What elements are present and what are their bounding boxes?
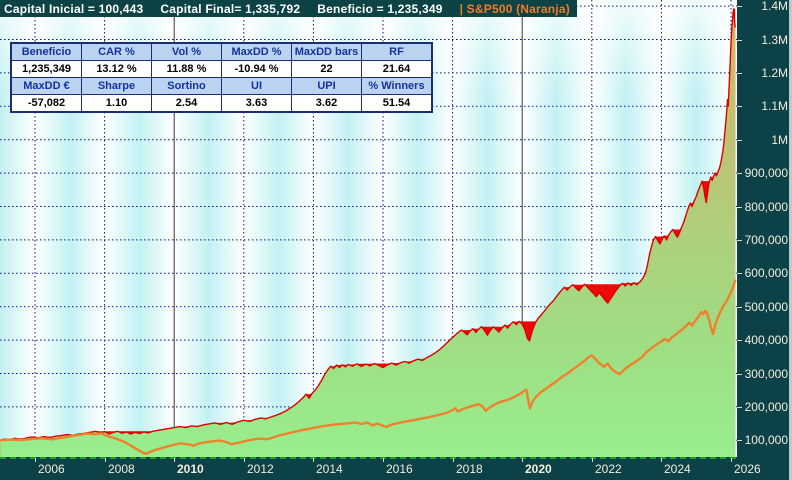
window-edge-strip — [789, 0, 792, 480]
x-axis-label: 2022 — [595, 462, 622, 476]
y-axis-label: 200,000 — [744, 400, 788, 414]
y-axis-label: 1M — [771, 133, 788, 147]
x-axis-label: 2024 — [664, 462, 691, 476]
x-axis-label: 2016 — [386, 462, 413, 476]
stats-table: Beneficio CAR % Vol % MaxDD % MaxDD bars RF 1,… — [10, 42, 433, 113]
x-axis-tick — [383, 458, 384, 462]
y-axis-tick — [737, 374, 742, 375]
equity-area — [0, 8, 736, 457]
x-axis-tick — [661, 458, 662, 462]
y-axis-label: 1.3M — [761, 33, 788, 47]
stat-value-cell: 3.63 — [221, 94, 292, 113]
y-axis-tick — [737, 173, 742, 174]
y-axis-label: 1.1M — [761, 99, 788, 113]
x-axis-label: 2010 — [177, 462, 204, 476]
y-axis-tick — [737, 207, 742, 208]
stat-value-cell: 11.88 % — [151, 60, 222, 78]
y-axis-label: 300,000 — [744, 367, 788, 381]
y-axis-tick — [737, 440, 742, 441]
y-axis-tick — [737, 273, 742, 274]
x-axis-tick — [731, 458, 732, 462]
stat-header-cell: Beneficio — [10, 42, 82, 61]
stat-header-cell: Sortino — [151, 77, 222, 95]
equity-chart — [0, 0, 737, 457]
x-axis-tick — [105, 458, 106, 462]
stat-header-cell: MaxDD bars — [291, 42, 362, 61]
plot-baseline — [0, 457, 736, 459]
y-axis-tick — [737, 240, 742, 241]
x-axis-tick — [244, 458, 245, 462]
y-axis-tick — [737, 106, 742, 107]
stat-header-cell: RF — [361, 42, 433, 61]
y-axis-tick — [737, 6, 742, 7]
y-axis-label: 700,000 — [744, 233, 788, 247]
x-axis-label: 2006 — [38, 462, 65, 476]
x-axis-tick — [174, 458, 175, 462]
x-axis-label: 2014 — [316, 462, 343, 476]
x-axis: 2006 2008 2010 2012 2014 2016 2018 2020 2022 2024… — [0, 457, 792, 480]
stat-header-cell: MaxDD € — [10, 77, 82, 95]
stat-header-cell: UI — [221, 77, 292, 95]
stats-header-row: Beneficio CAR % Vol % MaxDD % MaxDD bars RF — [10, 42, 433, 61]
x-axis-label: 2020 — [525, 462, 552, 476]
y-axis-label: 600,000 — [744, 266, 788, 280]
x-axis-label: 2026 — [734, 462, 761, 476]
x-axis-label: 2008 — [108, 462, 135, 476]
stat-header-cell: MaxDD % — [221, 42, 292, 61]
x-axis-tick — [313, 458, 314, 462]
stat-value-cell: 21.64 — [361, 60, 433, 78]
stat-value-cell: 3.62 — [291, 94, 362, 113]
capital-inicial-text: Capital Inicial = 100,443 — [4, 1, 144, 16]
stat-value-cell: 1.10 — [81, 94, 152, 113]
y-axis-tick — [737, 73, 742, 74]
stat-header-cell: Sharpe — [81, 77, 152, 95]
y-axis-tick — [737, 407, 742, 408]
stat-header-cell: CAR % — [81, 42, 152, 61]
x-axis-label: 2012 — [247, 462, 274, 476]
stats-header-row: MaxDD € Sharpe Sortino UI UPI% Winners — [10, 77, 433, 95]
x-axis-tick — [522, 458, 523, 462]
y-axis-tick — [737, 340, 742, 341]
y-axis-tick — [737, 40, 742, 41]
stat-header-cell: % Winners — [361, 77, 433, 95]
capital-final-text: Capital Final= 1,335,792 — [160, 1, 301, 16]
stat-value-cell: 22 — [291, 60, 362, 78]
y-axis-tick — [737, 140, 742, 141]
x-axis-tick — [453, 458, 454, 462]
stat-value-cell: 13.12 % — [81, 60, 152, 78]
y-axis-label: 100,000 — [744, 433, 788, 447]
stats-value-row: 1,235,349 13.12 % 11.88 % -10.94 % 22 21.64 — [10, 60, 433, 78]
y-axis-label: 1.2M — [761, 66, 788, 80]
y-axis-label: 800,000 — [744, 200, 788, 214]
stat-value-cell: 51.54 — [361, 94, 433, 113]
beneficio-text: Beneficio = 1,235,349 — [317, 1, 443, 16]
y-axis-label: 1.4M — [761, 0, 788, 13]
stats-value-row: -57,082 1.10 2.54 3.63 3.62 51.54 — [10, 94, 433, 113]
y-axis-label: 400,000 — [744, 333, 788, 347]
y-axis-tick — [737, 307, 742, 308]
stat-value-cell: -57,082 — [10, 94, 82, 113]
equity-line — [0, 8, 736, 441]
x-axis-tick — [35, 458, 36, 462]
stat-header-cell: Vol % — [151, 42, 222, 61]
x-axis-label: 2018 — [456, 462, 483, 476]
x-axis-tick — [592, 458, 593, 462]
sp500-line — [0, 279, 737, 455]
stat-value-cell: 2.54 — [151, 94, 222, 113]
stat-header-cell: UPI — [291, 77, 362, 95]
stat-value-cell: -10.94 % — [221, 60, 292, 78]
stat-value-cell: 1,235,349 — [10, 60, 82, 78]
y-axis-label: 900,000 — [744, 166, 788, 180]
y-axis: 1.4M 1.3M 1.2M 1.1M 1M 900,000 800,000 700,000 6… — [737, 0, 792, 457]
chart-title-bar: Capital Inicial = 100,443 Capital Final=… — [0, 0, 577, 17]
y-axis-label: 500,000 — [744, 300, 788, 314]
sp500-legend-text: | S&P500 (Naranja) — [459, 1, 570, 16]
